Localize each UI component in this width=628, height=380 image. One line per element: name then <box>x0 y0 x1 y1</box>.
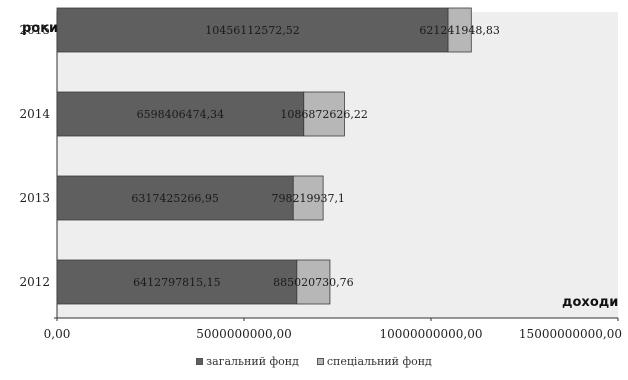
legend-swatch-general-fund <box>196 358 204 365</box>
y-tick-labels: 2012 2013 2014 2015 <box>19 23 50 289</box>
y-tick-label-2013: 2013 <box>19 191 50 205</box>
data-label-2014-series-0: 6598406474,34 <box>137 108 224 121</box>
bar-2013-series-1 <box>292 175 324 221</box>
legend-label-general-fund: загальний фонд <box>206 355 299 368</box>
legend: загальний фонд спеціальний фонд <box>0 355 628 368</box>
x-tick-labels: 0,00 5000000000,00 10000000000,00 150000000… <box>44 318 622 341</box>
y-tick-label-2012: 2012 <box>19 275 50 289</box>
bar-2014-series-1 <box>303 91 345 137</box>
bar-2014-series-0 <box>56 91 305 137</box>
legend-item-special-fund: спеціальний фонд <box>316 355 432 368</box>
x-axis-title: доходи <box>562 295 618 310</box>
data-label-2013-series-0: 6317425266,95 <box>131 192 218 205</box>
legend-label-special-fund: спеціальний фонд <box>326 355 432 368</box>
legend-item-general-fund: загальний фонд <box>196 355 299 368</box>
bar-2015-series-1 <box>447 7 472 53</box>
x-tick-label-0: 0,00 <box>44 327 71 341</box>
data-labels-group: 6412797815,15 885020730,76 6317425266,95 79… <box>131 24 500 289</box>
x-tick-label-2: 10000000000,00 <box>379 327 482 341</box>
bar-2015-series-0 <box>56 7 449 53</box>
bars-group <box>56 7 472 305</box>
y-tick-label-2014: 2014 <box>19 107 50 121</box>
data-label-2012-series-0: 6412797815,15 <box>133 276 220 289</box>
bar-2012-series-1 <box>296 259 331 305</box>
data-label-2013-series-1: 798219937,1 <box>271 192 344 205</box>
data-label-2014-series-1: 1086872626,22 <box>280 108 367 121</box>
x-tick-label-3: 15000000000,00 <box>519 327 622 341</box>
data-label-2015-series-1: 621241948,83 <box>419 24 499 37</box>
data-label-2015-series-0: 10456112572,52 <box>205 24 299 37</box>
data-label-2012-series-1: 885020730,76 <box>273 276 353 289</box>
legend-swatch-special-fund <box>316 358 324 365</box>
x-tick-label-1: 5000000000,00 <box>196 327 291 341</box>
y-tick-label-2015: 2015 <box>19 23 50 37</box>
y-axis-title: роки <box>22 21 58 36</box>
bar-2013-series-0 <box>56 175 294 221</box>
